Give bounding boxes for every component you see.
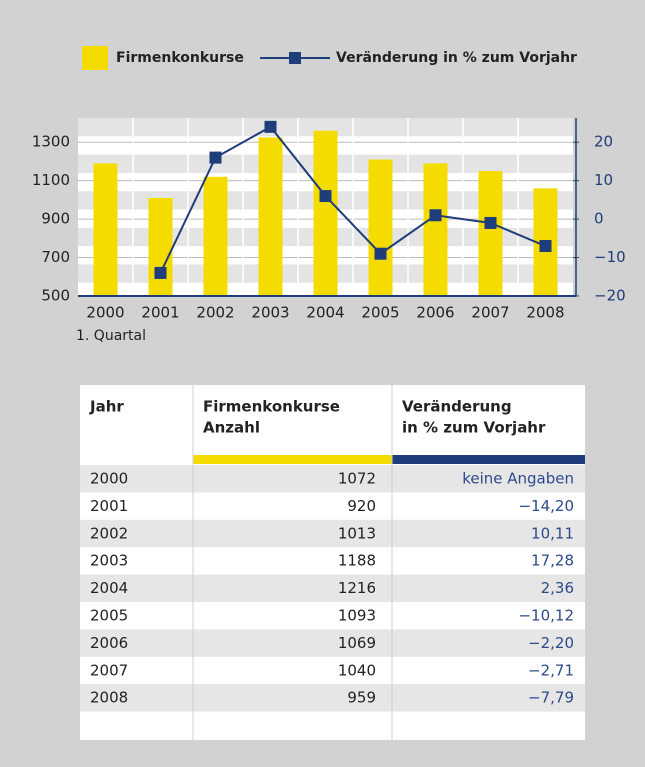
y2-tick-label: −10 <box>594 248 626 266</box>
bar <box>148 197 173 296</box>
line-marker <box>539 240 552 253</box>
x-tick-label: 2001 <box>141 304 179 322</box>
row-bg <box>80 684 585 712</box>
table-header: in % zum Vorjahr <box>402 419 546 437</box>
x-tick-label: 2008 <box>526 304 564 322</box>
line-marker <box>264 120 277 133</box>
table-header: Jahr <box>89 398 124 416</box>
table-cell: 2,36 <box>541 579 574 597</box>
table-header: Veränderung <box>402 398 512 416</box>
x-tick-label: 2005 <box>361 304 399 322</box>
line-marker <box>429 209 442 222</box>
legend-label: Firmenkonkurse <box>116 50 244 66</box>
row-bg <box>80 519 585 548</box>
y2-tick-label: 20 <box>594 133 613 151</box>
table-cell: −2,20 <box>528 634 574 652</box>
x-tick-label: 2007 <box>471 304 509 322</box>
header-accent <box>193 455 392 464</box>
bar <box>203 176 228 296</box>
bar <box>313 130 338 296</box>
bar <box>423 163 448 296</box>
bar <box>368 159 393 296</box>
table-cell: 1013 <box>338 524 376 542</box>
header-accent <box>392 455 585 464</box>
table-cell: 920 <box>347 497 376 515</box>
table-panel <box>80 385 585 740</box>
plot-band <box>78 118 573 137</box>
y-tick-label: 700 <box>41 248 70 266</box>
bar <box>478 171 503 296</box>
table-cell: 1188 <box>338 552 376 570</box>
table-cell: 1069 <box>338 634 376 652</box>
line-marker <box>154 266 167 279</box>
table-cell: 2008 <box>90 689 128 707</box>
y-tick-label: 500 <box>41 287 70 305</box>
table-cell: −7,79 <box>528 689 574 707</box>
line-marker <box>484 216 497 229</box>
table-cell: keine Angaben <box>462 470 574 488</box>
table-cell: 17,28 <box>531 552 574 570</box>
row-bg <box>80 629 585 657</box>
y-tick-label: 900 <box>41 210 70 228</box>
table-cell: 1216 <box>338 579 376 597</box>
bar <box>93 163 118 296</box>
line-marker <box>209 151 222 164</box>
table-cell: −14,20 <box>518 497 574 515</box>
table-cell: 10,11 <box>531 524 574 542</box>
row-bg <box>80 574 585 602</box>
line-marker <box>319 190 332 203</box>
annotation: 1. Quartal <box>76 328 146 344</box>
y2-tick-label: 0 <box>594 210 604 228</box>
x-tick-label: 2002 <box>196 304 234 322</box>
y2-tick-label: 10 <box>594 171 613 189</box>
line <box>159 125 546 274</box>
y-tick-label: 1100 <box>32 171 70 189</box>
x-tick-label: 2003 <box>251 304 289 322</box>
table-header: Anzahl <box>203 419 260 437</box>
table-cell: 1072 <box>338 470 376 488</box>
y-tick-label: 1300 <box>32 133 70 151</box>
table-cell: 1093 <box>338 607 376 625</box>
table-cell: −10,12 <box>518 607 574 625</box>
row-bg <box>80 465 585 493</box>
table-cell: 2006 <box>90 634 128 652</box>
legend-swatch <box>82 46 108 70</box>
table-cell: 2005 <box>90 607 128 625</box>
legend-marker <box>289 52 301 64</box>
x-tick-label: 2006 <box>416 304 454 322</box>
table-cell: 1040 <box>338 661 376 679</box>
line-marker <box>374 247 387 260</box>
table-cell: 2003 <box>90 552 128 570</box>
x-tick-label: 2004 <box>306 304 344 322</box>
x-tick-label: 2000 <box>86 304 124 322</box>
table-cell: 2007 <box>90 661 128 679</box>
table-cell: 2001 <box>90 497 128 515</box>
table-cell: 959 <box>347 689 376 707</box>
table-cell: −2,71 <box>528 661 574 679</box>
legend-label: Veränderung in % zum Vorjahr <box>336 50 577 66</box>
y2-tick-label: −20 <box>594 287 626 305</box>
table-cell: 2002 <box>90 524 128 542</box>
table-cell: 2004 <box>90 579 128 597</box>
table-header: Firmenkonkurse <box>203 398 340 416</box>
bar <box>258 137 283 296</box>
table-cell: 2000 <box>90 470 128 488</box>
